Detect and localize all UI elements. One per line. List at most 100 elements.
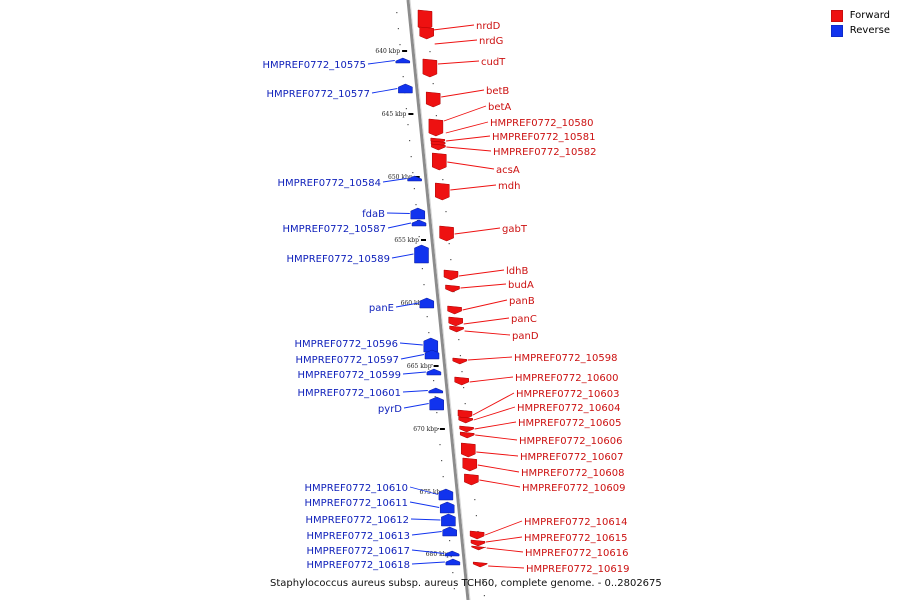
gene-arrow[interactable] — [428, 387, 444, 394]
gene-arrow[interactable] — [471, 545, 486, 551]
gene-arrow[interactable] — [457, 409, 473, 420]
reverse-gene-hmpref0772-10575[interactable]: HMPREF0772_10575 — [263, 57, 411, 71]
gene-arrow[interactable] — [414, 244, 429, 264]
gene-arrow[interactable] — [438, 488, 454, 501]
reverse-gene-hmpref0772-10613[interactable]: HMPREF0772_10613 — [307, 526, 457, 542]
forward-gene-hmpref0772-10600[interactable]: HMPREF0772_10600 — [454, 373, 619, 386]
gene-arrow[interactable] — [431, 143, 446, 151]
gene-arrow[interactable] — [442, 526, 457, 537]
forward-gene-ldhb[interactable]: ldhB — [443, 266, 528, 281]
forward-gene-hmpref0772-10582[interactable]: HMPREF0772_10582 — [431, 143, 596, 158]
forward-gene-hmpref0772-10609[interactable]: HMPREF0772_10609 — [464, 473, 625, 494]
gene-arrow[interactable] — [422, 58, 438, 78]
forward-gene-hmpref0772-10614[interactable]: HMPREF0772_10614 — [469, 517, 627, 540]
gene-label[interactable]: panE — [369, 303, 394, 314]
gene-arrow[interactable] — [469, 530, 485, 540]
gene-label[interactable]: HMPREF0772_10607 — [520, 452, 623, 463]
gene-arrow[interactable] — [449, 325, 464, 333]
gene-arrow[interactable] — [411, 219, 427, 227]
gene-label[interactable]: HMPREF0772_10582 — [493, 147, 596, 158]
gene-arrow[interactable] — [428, 118, 444, 137]
gene-arrow[interactable] — [447, 305, 462, 315]
gene-label[interactable]: HMPREF0772_10606 — [519, 436, 622, 447]
reverse-gene-hmpref0772-10611[interactable]: HMPREF0772_10611 — [305, 498, 455, 514]
forward-gene-hmpref0772-10603[interactable]: HMPREF0772_10603 — [457, 389, 619, 420]
gene-arrow[interactable] — [452, 357, 468, 365]
reverse-gene-hmpref0772-10617[interactable]: HMPREF0772_10617 — [307, 546, 460, 557]
gene-label[interactable]: HMPREF0772_10618 — [307, 560, 410, 571]
reverse-gene-hmpref0772-10599[interactable]: HMPREF0772_10599 — [298, 368, 442, 381]
gene-label[interactable]: HMPREF0772_10610 — [305, 483, 408, 494]
gene-label[interactable]: HMPREF0772_10599 — [298, 370, 401, 381]
reverse-gene-hmpref0772-10612[interactable]: HMPREF0772_10612 — [306, 513, 456, 527]
forward-gene-hmpref0772-10616[interactable]: HMPREF0772_10616 — [471, 545, 629, 559]
gene-arrow[interactable] — [398, 83, 413, 94]
reverse-gene-hmpref0772-10589[interactable]: HMPREF0772_10589 — [287, 244, 429, 265]
gene-label[interactable]: HMPREF0772_10605 — [518, 418, 621, 429]
gene-arrow[interactable] — [419, 297, 435, 309]
gene-label[interactable]: acsA — [496, 165, 520, 176]
gene-label[interactable]: panD — [512, 331, 539, 342]
forward-gene-hmpref0772-10606[interactable]: HMPREF0772_10606 — [459, 431, 622, 447]
gene-arrow[interactable] — [435, 182, 450, 201]
gene-label[interactable]: betA — [488, 102, 511, 113]
forward-gene-hmpref0772-10619[interactable]: HMPREF0772_10619 — [472, 561, 629, 575]
gene-label[interactable]: HMPREF0772_10614 — [524, 517, 627, 528]
forward-gene-hmpref0772-10605[interactable]: HMPREF0772_10605 — [459, 418, 622, 433]
forward-gene-hmpref0772-10608[interactable]: HMPREF0772_10608 — [462, 457, 625, 479]
gene-arrow[interactable] — [407, 175, 422, 182]
gene-label[interactable]: pyrD — [378, 404, 402, 415]
forward-gene-buda[interactable]: budA — [445, 280, 535, 293]
forward-gene-beta[interactable]: betA — [428, 102, 512, 137]
gene-arrow[interactable] — [423, 337, 439, 353]
gene-arrow[interactable] — [448, 316, 463, 327]
forward-gene-betb[interactable]: betB — [425, 86, 509, 108]
forward-gene-hmpref0772-10615[interactable]: HMPREF0772_10615 — [470, 533, 627, 547]
gene-arrow[interactable] — [441, 513, 456, 527]
gene-arrow[interactable] — [424, 349, 440, 360]
gene-label[interactable]: HMPREF0772_10608 — [521, 468, 624, 479]
forward-gene-hmpref0772-10581[interactable]: HMPREF0772_10581 — [430, 132, 595, 148]
gene-label[interactable]: ldhB — [506, 266, 528, 277]
forward-gene-cudt[interactable]: cudT — [422, 57, 506, 78]
gene-arrow[interactable] — [462, 457, 478, 472]
gene-label[interactable]: panB — [509, 296, 535, 307]
gene-label[interactable]: HMPREF0772_10615 — [524, 533, 627, 544]
gene-label[interactable]: HMPREF0772_10597 — [296, 355, 399, 366]
gene-arrow[interactable] — [444, 550, 460, 557]
gene-label[interactable]: HMPREF0772_10580 — [490, 118, 593, 129]
gene-label[interactable]: HMPREF0772_10613 — [307, 531, 410, 542]
gene-label[interactable]: mdh — [498, 181, 520, 192]
gene-label[interactable]: HMPREF0772_10577 — [267, 89, 370, 100]
gene-label[interactable]: fdaB — [362, 209, 385, 220]
forward-gene-hmpref0772-10598[interactable]: HMPREF0772_10598 — [452, 353, 618, 365]
gene-arrow[interactable] — [464, 473, 479, 486]
gene-arrow[interactable] — [432, 152, 447, 171]
gene-label[interactable]: HMPREF0772_10587 — [283, 224, 386, 235]
forward-gene-pand[interactable]: panD — [449, 325, 539, 342]
gene-arrow[interactable] — [425, 91, 441, 108]
forward-gene-mdh[interactable]: mdh — [435, 181, 520, 201]
gene-arrow[interactable] — [443, 269, 459, 281]
gene-label[interactable]: HMPREF0772_10609 — [522, 483, 625, 494]
gene-arrow[interactable] — [395, 57, 411, 64]
forward-gene-nrdg[interactable]: nrdG — [419, 26, 504, 47]
forward-gene-hmpref0772-10604[interactable]: HMPREF0772_10604 — [458, 403, 621, 424]
gene-label[interactable]: HMPREF0772_10603 — [516, 389, 619, 400]
gene-label[interactable]: HMPREF0772_10598 — [514, 353, 617, 364]
reverse-gene-fdab[interactable]: fdaB — [362, 207, 426, 220]
reverse-gene-hmpref0772-10610[interactable]: HMPREF0772_10610 — [305, 483, 454, 501]
gene-arrow[interactable] — [472, 561, 488, 568]
gene-arrow[interactable] — [454, 376, 469, 386]
forward-gene-panc[interactable]: panC — [448, 314, 537, 327]
gene-label[interactable]: HMPREF0772_10617 — [307, 546, 410, 557]
gene-label[interactable]: HMPREF0772_10584 — [278, 178, 381, 189]
gene-arrow[interactable] — [459, 425, 474, 433]
gene-label[interactable]: nrdD — [476, 21, 501, 32]
gene-arrow[interactable] — [445, 558, 461, 566]
gene-label[interactable]: HMPREF0772_10612 — [306, 515, 409, 526]
gene-label[interactable]: betB — [486, 86, 509, 97]
reverse-gene-hmpref0772-10584[interactable]: HMPREF0772_10584 — [278, 175, 422, 189]
gene-label[interactable]: budA — [508, 280, 534, 291]
gene-arrow[interactable] — [429, 396, 444, 411]
